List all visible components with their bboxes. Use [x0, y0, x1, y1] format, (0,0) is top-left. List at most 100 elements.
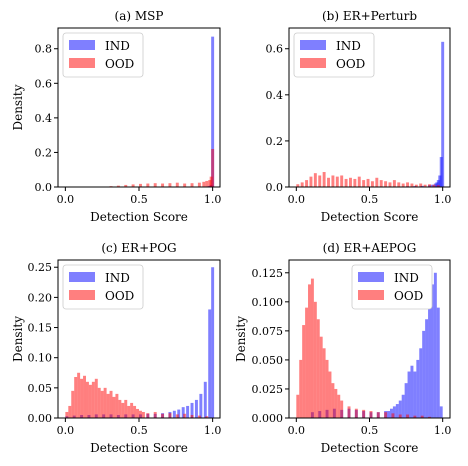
ind-bar [430, 184, 434, 187]
ind-bar [211, 267, 215, 418]
ood-bar [406, 182, 410, 187]
ood-bar [211, 148, 215, 187]
ind-bar [439, 157, 443, 187]
ood-bar [325, 359, 329, 418]
ood-bar [202, 181, 206, 187]
chart-title: (d) ER+AEPOG [323, 241, 417, 255]
ind-bar [428, 301, 431, 418]
ood-bar [398, 414, 402, 418]
chart-panel-1: 0.0 0.5 1.0 0.0 0.2 0.4 0.6 0.8 (a) MSP Detection… [11, 9, 221, 224]
legend-label-ind: IND [336, 39, 361, 53]
ood-bar [318, 175, 322, 187]
x-tick-label: 1.0 [434, 193, 452, 206]
ood-bar [391, 413, 395, 418]
y-tick-label: 0.000 [252, 412, 284, 425]
ood-bar [309, 176, 313, 187]
ood-bar [322, 348, 326, 418]
ind-bar [410, 365, 414, 418]
ind-bar [199, 393, 203, 418]
ood-bar [103, 387, 107, 418]
y-tick-label: 0.6 [35, 77, 53, 90]
ood-bar [121, 402, 125, 418]
ood-bar [71, 390, 75, 418]
ood-bar [406, 414, 410, 418]
ood-bar [401, 183, 405, 187]
ind-bar [395, 404, 399, 418]
ood-bar [141, 411, 145, 418]
ood-bar [413, 415, 417, 418]
ind-bar [181, 407, 185, 418]
ood-bar [369, 411, 373, 418]
ood-bar [116, 185, 120, 187]
ood-bar [337, 394, 341, 418]
ood-bar [197, 415, 201, 418]
ood-bar [428, 416, 431, 418]
y-axis-label: Density [11, 84, 25, 130]
ind-bar [203, 381, 207, 418]
ood-bar [131, 184, 135, 187]
ood-bar [109, 390, 113, 418]
ood-bar [118, 399, 122, 418]
ood-bar [97, 387, 101, 418]
ood-bar [124, 399, 128, 418]
ood-bar [139, 183, 142, 187]
ood-bar [130, 402, 134, 418]
ood-bar [88, 384, 92, 418]
ind-bar [419, 348, 423, 418]
ood-bar [305, 307, 309, 418]
ood-bar [376, 412, 380, 418]
legend-swatch-ood [300, 58, 326, 68]
ood-bar [313, 173, 317, 187]
ood-bar [340, 175, 344, 187]
ind-bar [190, 402, 194, 418]
y-tick-label: 0.125 [252, 267, 284, 280]
ind-bar [194, 399, 198, 418]
ind-bar [211, 36, 215, 187]
x-tick-label: 0.0 [288, 193, 306, 206]
ood-bar [340, 400, 344, 418]
ood-bar [392, 180, 396, 187]
ood-bar [319, 336, 323, 418]
ind-bar [404, 383, 408, 418]
ood-bar [366, 178, 370, 187]
ood-bar [153, 183, 157, 187]
ood-bar [436, 185, 440, 187]
legend: IND OOD [62, 264, 144, 310]
ood-bar [353, 178, 357, 187]
x-tick-label: 0.5 [361, 424, 379, 437]
ood-bar [328, 371, 332, 418]
ood-bar [190, 414, 194, 418]
ind-bar [439, 406, 443, 418]
ood-bar [190, 183, 194, 187]
legend: IND OOD [351, 264, 433, 310]
ood-bar [420, 415, 424, 418]
ood-bar [91, 381, 95, 418]
legend-label-ood: OOD [105, 57, 134, 71]
y-tick-label: 0.15 [28, 322, 53, 335]
ood-bar [299, 359, 303, 418]
x-axis-label: Detection Score [90, 441, 188, 455]
ind-bar [422, 330, 426, 418]
ood-bar [316, 319, 320, 418]
ind-bar [407, 371, 411, 418]
legend-label-ind: IND [105, 271, 130, 285]
x-tick-label: 0.0 [288, 424, 306, 437]
y-tick-label: 0.0 [266, 181, 284, 194]
x-tick-label: 0.0 [57, 424, 75, 437]
ood-bar [197, 182, 201, 187]
ood-bar [384, 412, 388, 418]
y-tick-label: 0.6 [266, 43, 284, 56]
ood-bar [124, 184, 128, 187]
y-tick-label: 0.050 [252, 354, 284, 367]
ood-bar [331, 383, 335, 418]
ood-bar [106, 393, 110, 418]
ood-bar [397, 182, 401, 187]
ood-bar [300, 182, 304, 187]
y-axis-label: Density [11, 316, 25, 362]
y-tick-label: 0.4 [266, 89, 284, 102]
ood-bar [344, 178, 348, 187]
y-tick-label: 0.2 [35, 146, 53, 159]
ood-bar [335, 176, 339, 187]
x-tick-label: 1.0 [204, 193, 222, 206]
